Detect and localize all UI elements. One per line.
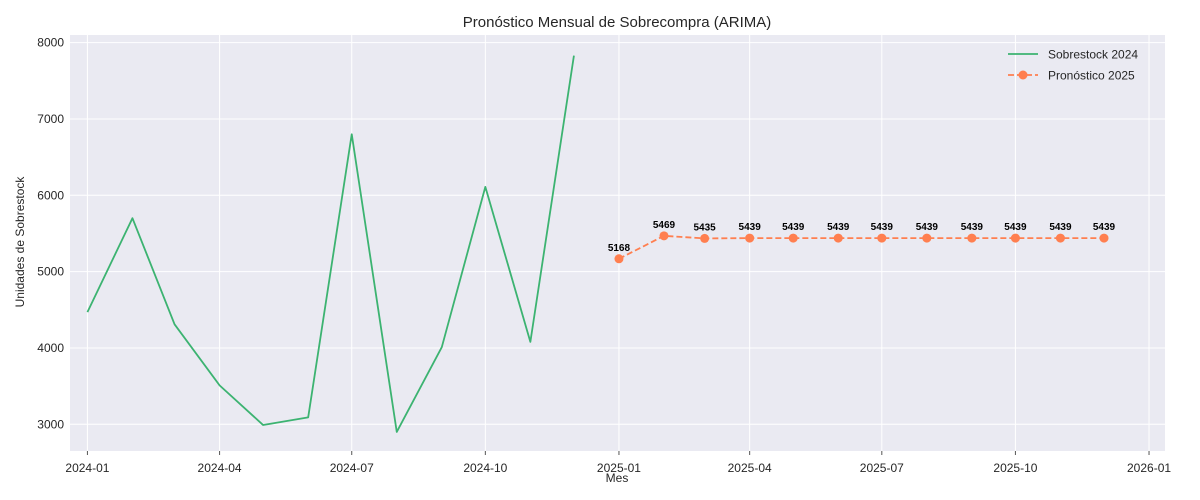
data-label: 5439 xyxy=(1004,222,1027,233)
data-label: 5439 xyxy=(827,222,850,233)
data-point xyxy=(788,233,798,243)
data-point xyxy=(659,231,669,241)
x-tick-label: 2024-10 xyxy=(463,461,507,475)
data-point xyxy=(700,233,710,243)
x-tick-label: 2025-10 xyxy=(993,461,1037,475)
y-tick-label: 4000 xyxy=(37,341,64,355)
y-axis-label: Unidades de Sobrestock xyxy=(13,176,27,308)
data-point xyxy=(1010,233,1020,243)
data-point xyxy=(922,233,932,243)
data-label: 5439 xyxy=(916,222,939,233)
x-tick-label: 2025-07 xyxy=(860,461,904,475)
data-label: 5439 xyxy=(782,222,805,233)
data-point xyxy=(967,233,977,243)
data-label: 5435 xyxy=(694,222,717,233)
data-label: 5439 xyxy=(1093,222,1116,233)
x-tick-label: 2025-04 xyxy=(728,461,772,475)
data-point xyxy=(833,233,843,243)
data-point xyxy=(1055,233,1065,243)
x-tick-label: 2026-01 xyxy=(1127,461,1171,475)
x-axis-label: Mes xyxy=(606,471,629,485)
x-axis-ticks: 2024-01 2024-04 2024-07 2024-10 2025-01 2025-… xyxy=(65,451,1171,475)
data-point xyxy=(614,254,624,264)
data-label: 5469 xyxy=(653,220,676,231)
y-tick-label: 3000 xyxy=(37,417,64,431)
x-tick-label: 2024-04 xyxy=(198,461,242,475)
data-labels-layer: 5168 5469 5435 5439 5439 5439 5439 5439 5439 5439… xyxy=(608,220,1116,254)
plot-background xyxy=(70,35,1165,451)
data-point xyxy=(745,233,755,243)
series-line-2 xyxy=(618,234,1105,260)
data-point xyxy=(877,233,887,243)
x-tick-label: 2024-07 xyxy=(330,461,374,475)
grid xyxy=(70,35,1165,451)
y-tick-label: 8000 xyxy=(37,36,64,50)
x-tick-label: 2025-01 xyxy=(597,461,641,475)
y-tick-label: 6000 xyxy=(37,188,64,202)
data-label: 5439 xyxy=(871,222,894,233)
legend-marker xyxy=(1018,70,1028,80)
data-label: 5168 xyxy=(608,243,631,254)
data-label: 5439 xyxy=(739,222,762,233)
series-layer xyxy=(86,55,1109,433)
data-label: 5439 xyxy=(961,222,984,233)
y-axis-ticks: 3000 4000 5000 6000 7000 8000 xyxy=(37,36,64,432)
y-tick-label: 7000 xyxy=(37,112,64,126)
legend-label: Pronóstico 2025 xyxy=(1048,69,1135,83)
legend: Sobrestock 2024 Pronóstico 2025 xyxy=(1008,48,1138,83)
x-tick-label: 2024-01 xyxy=(65,461,109,475)
data-label: 5439 xyxy=(1049,222,1072,233)
chart-title: Pronóstico Mensual de Sobrecompra (ARIMA… xyxy=(463,14,771,31)
legend-label: Sobrestock 2024 xyxy=(1048,48,1138,62)
y-tick-label: 5000 xyxy=(37,265,64,279)
series-line-1 xyxy=(86,55,575,433)
data-point xyxy=(1099,233,1109,243)
